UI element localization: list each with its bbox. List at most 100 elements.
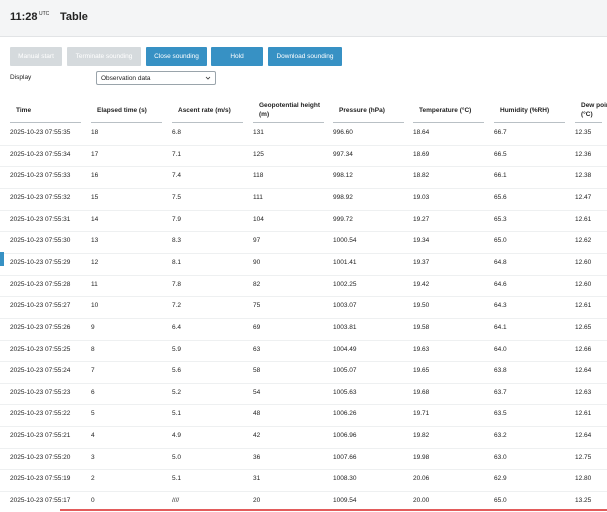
table-cell: 111 (253, 193, 263, 201)
column-header[interactable]: Temperature (°C) (419, 106, 472, 114)
table-cell: 64.1 (494, 323, 507, 331)
table-cell: 63.2 (494, 432, 507, 440)
table-cell: 5.6 (172, 367, 182, 375)
table-cell: 2025-10-23 07:55:20 (10, 453, 71, 461)
column-header[interactable]: Pressure (hPa) (339, 106, 385, 114)
table-cell: 999.72 (333, 215, 353, 223)
table-cell: 54 (253, 388, 261, 396)
table-cell: 125 (253, 150, 264, 158)
side-tab[interactable] (0, 252, 4, 266)
table-cell: 36 (253, 453, 261, 461)
table-cell: 20 (253, 497, 261, 505)
table-cell: 7.2 (172, 302, 182, 310)
table-cell: 11 (91, 280, 98, 288)
table-cell: 82 (253, 280, 261, 288)
header-underline (10, 122, 81, 123)
table-cell: 2025-10-23 07:55:32 (10, 193, 71, 201)
table-cell: 1005.07 (333, 367, 357, 375)
table-cell: 1000.54 (333, 237, 357, 245)
table-cell: 63.7 (494, 388, 507, 396)
table-cell: 42 (253, 432, 261, 440)
table-cell: 19.65 (413, 367, 430, 375)
table-cell: 18.82 (413, 172, 430, 180)
table-cell: 8.1 (172, 258, 182, 266)
row-divider (0, 404, 607, 406)
column-header[interactable]: Elapsed time (s) (97, 106, 147, 114)
table-cell: 12.65 (575, 323, 592, 331)
header-underline (333, 122, 404, 123)
row-divider (0, 469, 607, 471)
table-cell: 12.38 (575, 172, 592, 180)
select-value: Observation data (101, 75, 151, 82)
column-header[interactable]: Dew point (°C) (581, 102, 607, 118)
table-cell: 5.2 (172, 388, 182, 396)
table-cell: 66.7 (494, 129, 507, 136)
table-cell: 64.0 (494, 345, 507, 353)
table-cell: 18.64 (413, 129, 430, 136)
row-divider (0, 274, 607, 276)
table-cell: 2025-10-23 07:55:27 (10, 302, 71, 310)
table-cell: 1005.63 (333, 388, 357, 396)
header-underline (494, 122, 565, 123)
button[interactable]: Download sounding (268, 47, 342, 66)
table-cell: 2025-10-23 07:55:22 (10, 410, 71, 418)
table-cell: 997.34 (333, 150, 353, 158)
button: Terminate sounding (67, 47, 141, 66)
table-cell: 6.8 (172, 129, 182, 136)
table-cell: 104 (253, 215, 264, 223)
table-cell: 2025-10-23 07:55:23 (10, 388, 71, 396)
table-cell: 19.37 (413, 258, 430, 266)
table-cell: 1003.81 (333, 323, 357, 331)
table-cell: 12.66 (575, 345, 592, 353)
table-cell: 19.58 (413, 323, 430, 331)
row-divider (0, 187, 607, 189)
row-divider (0, 252, 607, 254)
table-cell: 2025-10-23 07:55:19 (10, 475, 71, 483)
table-cell: 16 (91, 172, 99, 180)
table-cell: 1009.54 (333, 497, 357, 505)
table-cell: 998.92 (333, 193, 353, 201)
table-cell: 19.03 (413, 193, 430, 201)
table-cell: 2025-10-23 07:55:24 (10, 367, 71, 375)
button[interactable]: Hold (211, 47, 263, 66)
table-cell: 18 (91, 129, 99, 136)
button[interactable]: Close sounding (146, 47, 207, 66)
table-cell: 4 (91, 432, 95, 440)
table-cell: 5.0 (172, 453, 182, 461)
table-cell: 7 (91, 367, 95, 375)
row-divider (0, 296, 607, 298)
table-cell: 12.64 (575, 432, 592, 440)
table-cell: 64.8 (494, 258, 507, 266)
table-cell: 2025-10-23 07:55:26 (10, 323, 71, 331)
table-cell: 7.9 (172, 215, 182, 223)
table-cell: 2025-10-23 07:55:25 (10, 345, 71, 353)
table-cell: 75 (253, 302, 261, 310)
table-cell: 12.62 (575, 237, 592, 245)
row-divider (0, 339, 607, 341)
table-cell: 97 (253, 237, 261, 245)
table-cell: 998.12 (333, 172, 353, 180)
table-cell: 69 (253, 323, 261, 331)
table-cell: //// (172, 497, 180, 505)
row-divider (0, 426, 607, 428)
table-cell: 3 (91, 453, 95, 461)
table-cell: 65.6 (494, 193, 507, 201)
top-bar: 11:28 UTC Table (0, 0, 607, 37)
table-cell: 19.50 (413, 302, 430, 310)
column-header[interactable]: Ascent rate (m/s) (178, 106, 231, 114)
column-header[interactable]: Time (16, 106, 32, 114)
row-divider (0, 361, 607, 363)
row-divider (0, 144, 607, 146)
column-header[interactable]: Geopotential height (m) (259, 102, 321, 118)
row-divider (0, 209, 607, 211)
bottom-line (60, 509, 607, 511)
table-cell: 66.5 (494, 150, 507, 158)
table-cell: 5.1 (172, 475, 182, 483)
display-select[interactable]: Observation data (96, 71, 216, 85)
table-cell: 2025-10-23 07:55:28 (10, 280, 71, 288)
table-cell: 2025-10-23 07:55:29 (10, 258, 71, 266)
header-underline (91, 122, 162, 123)
column-header[interactable]: Humidity (%RH) (500, 106, 550, 114)
table-cell: 12.36 (575, 150, 592, 158)
